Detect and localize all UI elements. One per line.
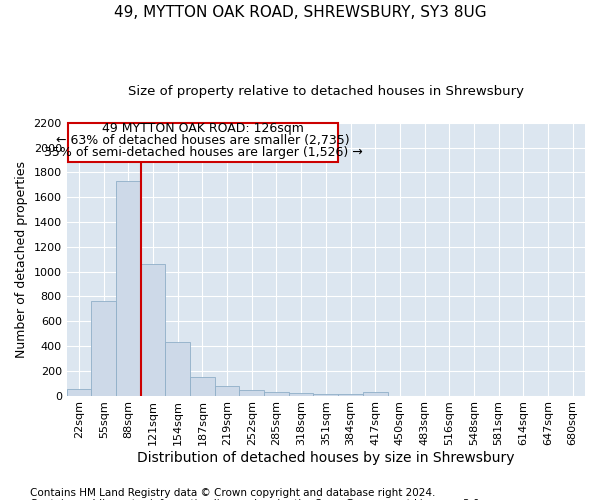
Bar (239, 390, 264, 396)
Text: 35% of semi-detached houses are larger (1,526) →: 35% of semi-detached houses are larger (… (44, 146, 362, 159)
Text: 49, MYTTON OAK ROAD, SHREWSBURY, SY3 8UG: 49, MYTTON OAK ROAD, SHREWSBURY, SY3 8UG (113, 5, 487, 20)
Bar (313, 394, 338, 396)
Text: Contains public sector information licensed under the Open Government Licence v3: Contains public sector information licen… (30, 499, 483, 500)
Bar (215, 386, 239, 396)
Bar (289, 393, 313, 396)
Bar (166, 342, 190, 396)
Title: Size of property relative to detached houses in Shrewsbury: Size of property relative to detached ho… (128, 85, 524, 98)
Bar (141, 264, 166, 396)
Y-axis label: Number of detached properties: Number of detached properties (15, 160, 28, 358)
Bar (67, 389, 91, 396)
Text: 49 MYTTON OAK ROAD: 126sqm: 49 MYTTON OAK ROAD: 126sqm (102, 122, 304, 136)
Bar (363, 392, 388, 396)
Bar (116, 181, 141, 396)
Bar (338, 394, 363, 396)
FancyBboxPatch shape (68, 124, 338, 162)
Bar (91, 302, 116, 396)
Bar (264, 392, 289, 396)
Text: ← 63% of detached houses are smaller (2,735): ← 63% of detached houses are smaller (2,… (56, 134, 350, 147)
X-axis label: Distribution of detached houses by size in Shrewsbury: Distribution of detached houses by size … (137, 451, 515, 465)
Bar (190, 377, 215, 396)
Text: Contains HM Land Registry data © Crown copyright and database right 2024.: Contains HM Land Registry data © Crown c… (30, 488, 436, 498)
